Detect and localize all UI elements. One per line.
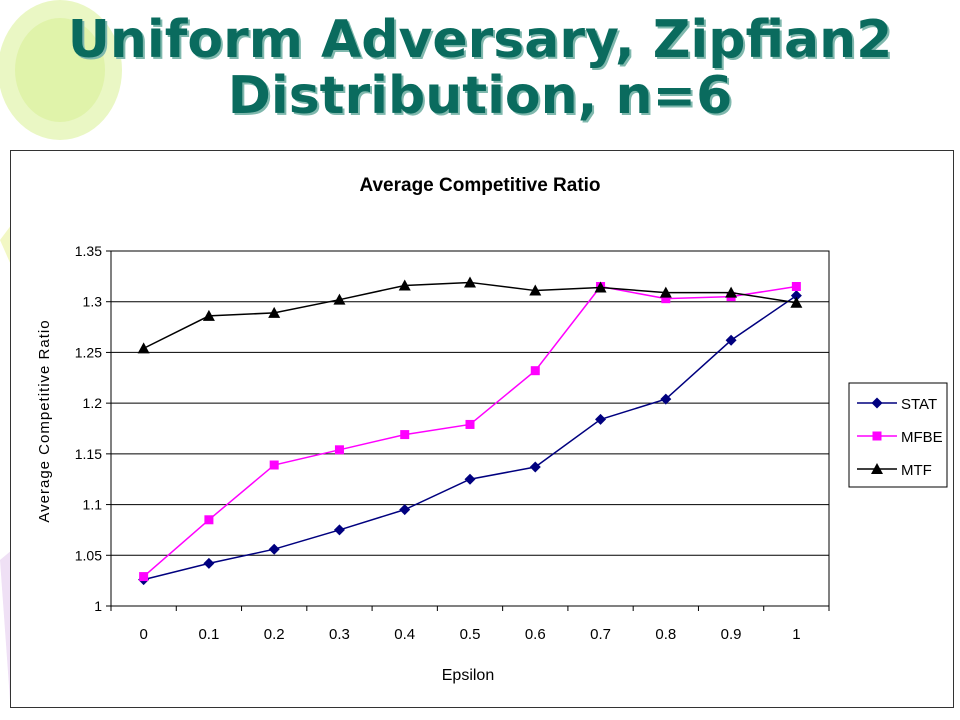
data-point-mtf	[333, 293, 346, 305]
data-point-mtf	[464, 276, 476, 288]
legend-label: MFBE	[901, 429, 943, 446]
data-point-mfbe	[465, 419, 475, 429]
y-tick-label: 1.3	[83, 294, 103, 310]
x-tick-label: 0.9	[721, 626, 742, 643]
series-stat	[138, 290, 802, 586]
data-point-mtf	[725, 286, 738, 298]
x-axis-label: Epsilon	[442, 667, 494, 684]
data-point-mfbe	[204, 515, 214, 525]
x-tick-label: 1	[792, 626, 800, 643]
x-tick-label: 0.6	[525, 626, 546, 643]
plot-area-border	[110, 250, 830, 607]
legend-label: STAT	[901, 396, 937, 413]
data-point-mfbe	[400, 430, 410, 440]
x-tick-label: 0.8	[655, 626, 676, 643]
data-point-mfbe	[661, 294, 671, 304]
series-line-stat	[143, 295, 797, 581]
legend-label: MTF	[901, 462, 932, 479]
data-point-stat	[790, 290, 802, 302]
x-tick-label: 0.3	[329, 626, 350, 643]
data-point-mtf	[398, 279, 411, 291]
y-tick-label: 1.05	[75, 547, 102, 563]
data-point-stat	[595, 413, 607, 425]
legend-marker-stat	[871, 397, 883, 409]
data-point-mfbe	[139, 572, 149, 582]
series-line-mfbe	[143, 285, 797, 578]
y-tick-label: 1.2	[83, 395, 103, 411]
data-point-stat	[203, 557, 215, 569]
legend-marker-mtf	[871, 463, 883, 474]
chart-title: Average Competitive Ratio	[359, 175, 600, 196]
legend-item-stat: STAT	[857, 396, 937, 413]
x-tick-label: 0.2	[264, 626, 285, 643]
data-point-mtf	[790, 296, 803, 308]
x-tick-label: 0.5	[460, 626, 481, 643]
data-point-mfbe	[269, 460, 279, 470]
y-tick-label: 1	[94, 598, 102, 614]
y-tick-label: 1.1	[83, 497, 103, 513]
y-axis-label: Average Competitive Ratio	[36, 319, 53, 522]
line-chart: Average Competitive Ratio Average Compet…	[36, 175, 948, 684]
data-point-stat	[529, 461, 541, 473]
data-point-stat	[660, 393, 672, 405]
series-mfbe	[139, 282, 801, 582]
data-point-stat	[464, 473, 476, 485]
data-point-stat	[333, 524, 345, 536]
data-point-mtf	[659, 286, 672, 298]
x-tick-label: 0.1	[198, 626, 219, 643]
data-point-mtf	[202, 309, 215, 321]
series-line-mtf	[143, 281, 797, 350]
data-point-stat	[268, 543, 280, 555]
legend-item-mtf: MTF	[857, 462, 932, 479]
legend-marker-mfbe	[872, 431, 882, 441]
chart-frame: Average Competitive Ratio Average Compet…	[10, 150, 954, 708]
y-tick-label: 1.25	[75, 344, 102, 360]
data-point-mtf	[137, 342, 150, 354]
data-point-mtf	[268, 306, 281, 318]
legend-item-mfbe: MFBE	[857, 429, 943, 446]
data-point-mfbe	[530, 366, 540, 376]
data-point-stat	[399, 504, 411, 516]
y-tick-label: 1.35	[75, 243, 102, 259]
data-point-mtf	[594, 281, 607, 293]
data-point-mfbe	[791, 282, 801, 291]
slide-title-line-2: Distribution, n=6	[227, 66, 733, 126]
series-mtf	[137, 276, 803, 354]
data-point-mfbe	[334, 445, 344, 455]
x-tick-label: 0.7	[590, 626, 611, 643]
slide-title: Uniform Adversary, Zipfian2 Distribution…	[0, 12, 960, 124]
slide-title-line-1: Uniform Adversary, Zipfian2	[67, 10, 893, 70]
x-tick-label: 0	[139, 626, 147, 643]
y-tick-label: 1.15	[75, 446, 102, 462]
data-point-mtf	[529, 284, 542, 296]
x-tick-label: 0.4	[394, 626, 415, 643]
data-point-stat	[725, 334, 737, 346]
